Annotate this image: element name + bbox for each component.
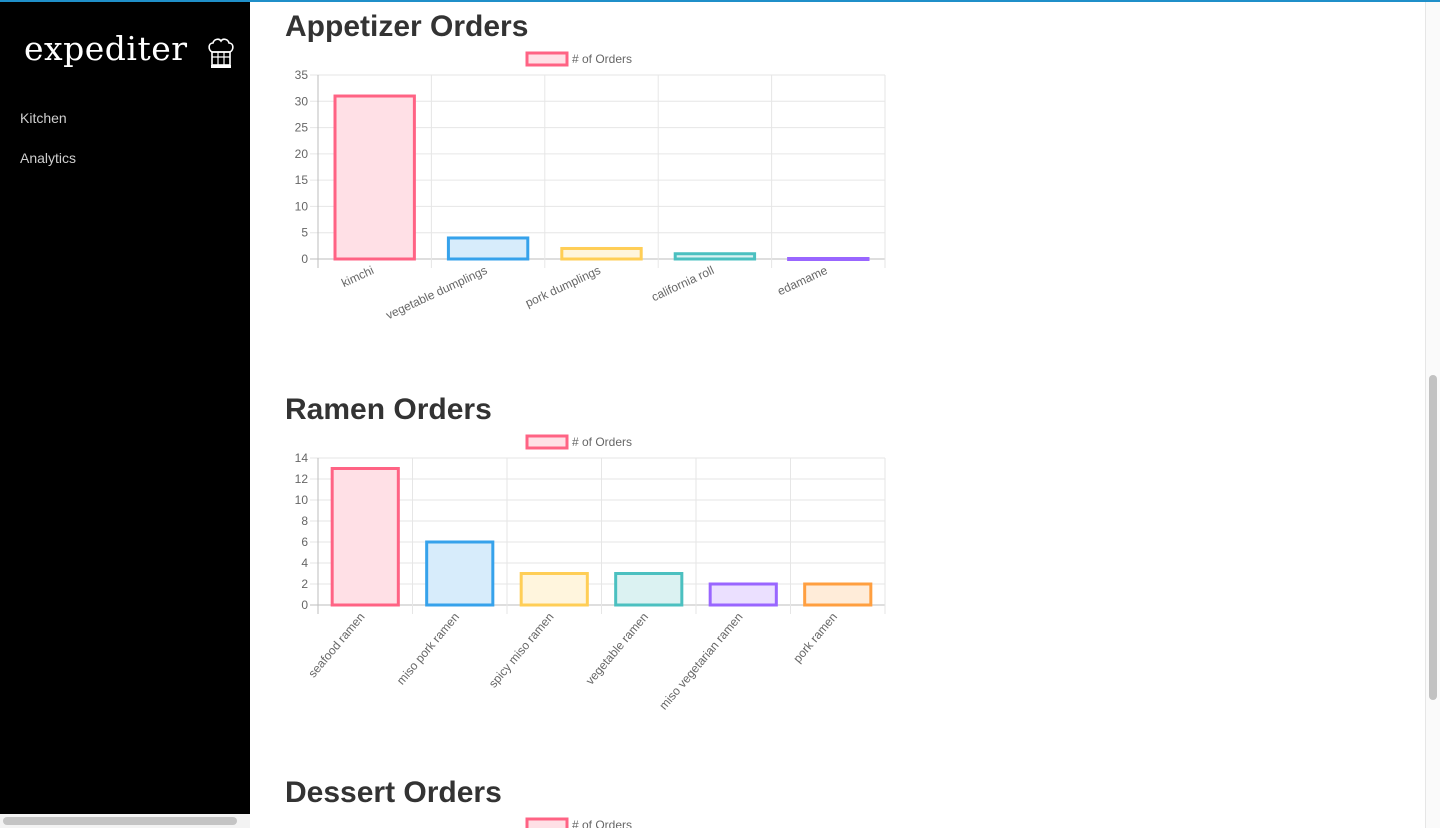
nav-item-analytics[interactable]: Analytics	[20, 150, 77, 166]
y-tick-label: 14	[295, 451, 309, 465]
appetizer-orders-title: Appetizer Orders	[285, 10, 529, 43]
bar-kimchi	[333, 94, 416, 261]
y-tick-label: 4	[301, 556, 308, 570]
nav-item-kitchen[interactable]: Kitchen	[20, 110, 67, 126]
bar-spicy-miso-ramen	[519, 572, 589, 607]
bar-seafood-ramen	[330, 467, 400, 607]
bar-miso-pork-ramen	[425, 540, 495, 607]
chef-hat-icon	[208, 38, 234, 68]
x-tick-label: pork dumplings	[523, 263, 603, 310]
ramen-orders-title: Ramen Orders	[285, 393, 492, 426]
y-tick-label: 20	[295, 147, 309, 161]
bar-california-roll	[673, 252, 757, 261]
sidebar: expediter Kitchen Analytics	[0, 2, 250, 814]
appetizer-chart-svg: # of Orders 0 5 10 15 20 25 30 35 kimchi vegetable…	[295, 51, 886, 322]
vertical-scrollbar-thumb[interactable]	[1429, 375, 1437, 700]
legend-label: # of Orders	[572, 435, 632, 449]
y-tick-label: 15	[295, 173, 309, 187]
bar-pork-dumplings	[560, 246, 643, 261]
x-tick-label: spicy miso ramen	[486, 610, 557, 691]
legend-swatch	[525, 817, 569, 833]
x-tick-label: miso pork ramen	[394, 610, 462, 687]
bar-pork-ramen	[803, 582, 873, 607]
y-tick-label: 2	[301, 577, 308, 591]
dessert-chart-svg: # of Orders	[525, 817, 632, 833]
x-tick-label: kimchi	[339, 263, 376, 290]
y-tick-label: 5	[301, 226, 308, 240]
x-tick-label: edamame	[775, 263, 830, 298]
y-tick-label: 0	[301, 252, 308, 266]
y-tick-label: 6	[301, 535, 308, 549]
x-tick-label: pork ramen	[790, 610, 840, 666]
legend-label: # of Orders	[572, 52, 632, 66]
appetizer-orders-chart: # of Orders 0 5 10 15 20 25 30 35 kimchi vegetable…	[285, 48, 895, 353]
x-tick-label: seafood ramen	[305, 610, 367, 680]
x-tick-label: miso vegetarian ramen	[656, 610, 745, 713]
top-accent-line	[0, 0, 1440, 2]
ramen-orders-chart: # of Orders 0 2 4 6 8 10 12 14 seafood ramen miso …	[285, 431, 895, 736]
legend-label: # of Orders	[572, 818, 632, 828]
legend-swatch	[525, 51, 569, 67]
dessert-orders-chart: # of Orders	[285, 814, 895, 833]
bar-edamame	[787, 257, 870, 261]
y-tick-label: 30	[295, 94, 309, 108]
x-tick-label: vegetable dumplings	[384, 263, 490, 322]
x-tick-label: california roll	[649, 263, 716, 304]
dessert-orders-title: Dessert Orders	[285, 776, 502, 809]
legend-swatch	[525, 434, 569, 450]
bar-vegetable-ramen	[614, 572, 684, 607]
y-tick-label: 12	[295, 472, 309, 486]
ramen-chart-svg: # of Orders 0 2 4 6 8 10 12 14 seafood ramen miso …	[295, 434, 886, 713]
y-tick-label: 8	[301, 514, 308, 528]
legend: # of Orders	[525, 434, 632, 450]
legend: # of Orders	[525, 51, 632, 67]
y-tick-label: 10	[295, 199, 309, 213]
y-tick-label: 0	[301, 598, 308, 612]
y-tick-label: 35	[295, 68, 309, 82]
logo-text: expediter	[24, 29, 188, 68]
y-tick-label: 10	[295, 493, 309, 507]
bar-miso-vegetarian-ramen	[708, 582, 778, 607]
horizontal-scrollbar-thumb[interactable]	[3, 817, 237, 825]
legend: # of Orders	[525, 817, 632, 833]
x-tick-label: vegetable ramen	[583, 610, 651, 687]
y-tick-label: 25	[295, 121, 309, 135]
bar-vegetable-dumplings	[446, 236, 530, 261]
